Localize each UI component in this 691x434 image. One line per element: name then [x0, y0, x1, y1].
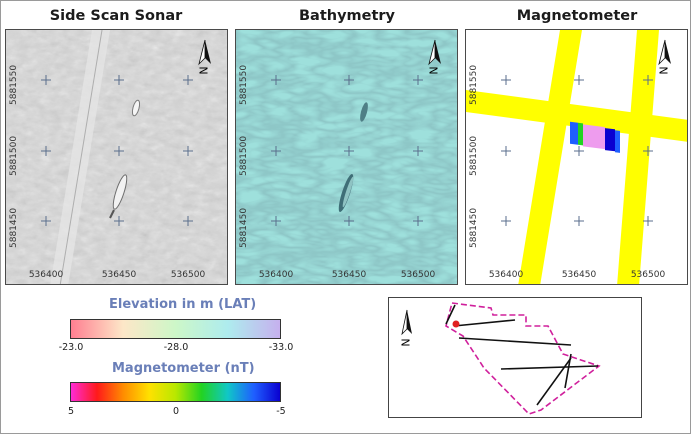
north-arrow-icon: N: [657, 38, 673, 82]
x-tick: 536450: [331, 270, 367, 280]
side-scan-sonar-map: N 5881550 5881500 5881450 536400 536450 …: [5, 29, 228, 285]
panel-title-magnetometer: Magnetometer: [516, 8, 638, 24]
side-scan-sonar-image: [6, 30, 227, 284]
y-tick: 5881450: [469, 207, 479, 248]
y-tick: 5881550: [469, 64, 479, 105]
y-tick: 5881450: [239, 207, 249, 248]
panel-title-bathymetry: Bathymetry: [298, 8, 396, 24]
side-scan-sonar-panel: N 5881550 5881500 5881450 536400 536450 …: [5, 29, 228, 285]
y-tick: 5881500: [239, 135, 249, 176]
magnetometer-map: N 5881550 5881500 5881450 536400 536450 …: [465, 29, 688, 285]
bathymetry-map: N 5881550 5881500 5881450 536400 536450 …: [235, 29, 458, 285]
magnetometer-panel: N 5881550 5881500 5881450 536400 536450 …: [465, 29, 688, 285]
elevation-tick: -33.0: [268, 342, 294, 353]
north-arrow-icon: N: [197, 38, 213, 82]
elevation-tick: -28.0: [163, 342, 189, 353]
grid-crosses: [501, 75, 653, 226]
elevation-tick: -23.0: [58, 342, 84, 353]
north-label: N: [427, 66, 441, 75]
north-label: N: [399, 338, 413, 347]
north-arrow-icon: N: [427, 38, 443, 82]
x-tick: 536400: [28, 270, 64, 280]
x-tick: 536450: [101, 270, 137, 280]
panel-title-side-scan-sonar: Side Scan Sonar: [49, 8, 183, 24]
x-tick: 536500: [630, 270, 666, 280]
x-tick: 536450: [561, 270, 597, 280]
magnetometer-colorbar: [70, 382, 281, 402]
magnetometer-legend-title: Magnetometer (nT): [112, 361, 255, 376]
x-tick: 536500: [170, 270, 206, 280]
grid-crosses: [271, 75, 423, 226]
x-tick: 536400: [258, 270, 294, 280]
north-arrow-icon: [401, 309, 412, 336]
y-tick: 5881500: [9, 135, 19, 176]
bathymetry-panel: N 5881550 5881500 5881450 536400 536450 …: [235, 29, 458, 285]
y-tick: 5881500: [469, 135, 479, 176]
north-label: N: [197, 66, 211, 75]
x-tick: 536400: [488, 270, 524, 280]
locator-map: N: [388, 297, 642, 418]
elevation-colorbar: [70, 319, 281, 339]
elevation-legend-title: Elevation in m (LAT): [109, 297, 257, 312]
y-tick: 5881450: [9, 207, 19, 248]
y-tick: 5881550: [9, 64, 19, 105]
y-tick: 5881550: [239, 64, 249, 105]
magnetometer-tick: -5: [276, 406, 286, 417]
magnetometer-tick: 0: [172, 406, 180, 417]
bathymetry-image: [236, 30, 457, 284]
grid-crosses: [41, 75, 193, 226]
magnetometer-image: [466, 30, 687, 284]
magnetometer-tick: 5: [67, 406, 75, 417]
north-label: N: [657, 66, 671, 75]
x-tick: 536500: [400, 270, 436, 280]
locator-map-drawing: [401, 302, 601, 415]
